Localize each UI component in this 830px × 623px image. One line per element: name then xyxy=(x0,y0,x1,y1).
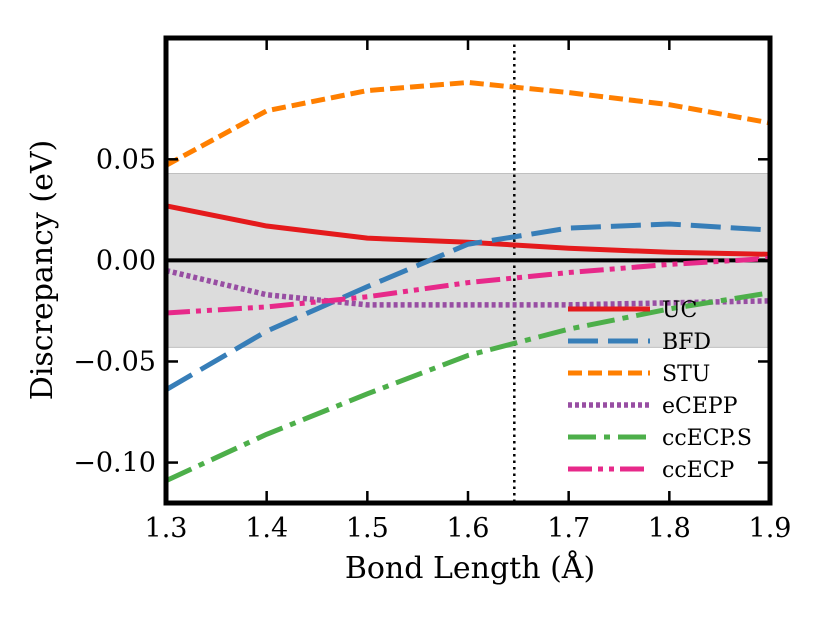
legend-label-ccecp: ccECP xyxy=(662,458,735,483)
plot-frame xyxy=(163,35,773,506)
legend-label-ecepp: eCEPP xyxy=(662,394,738,419)
series-line-ecepp xyxy=(166,267,770,308)
series-line-bfd xyxy=(166,221,770,392)
y-tick-label: −0.10 xyxy=(73,448,156,479)
series-line-stu xyxy=(166,79,770,168)
plot-area xyxy=(166,38,770,503)
x-tick-label: 1.9 xyxy=(749,513,792,544)
legend-label-bfd: BFD xyxy=(662,330,711,355)
x-axis-label: Bond Length (Å) xyxy=(345,550,595,586)
x-tick-label: 1.6 xyxy=(447,513,490,544)
axes: 1.3 1.4 1.5 1.6 1.7 1.8 1.9 0.05 0.00 −0.05 −0.10 xyxy=(73,35,792,544)
y-tick-label: 0.00 xyxy=(96,245,156,276)
x-tick-label: 1.5 xyxy=(346,513,389,544)
y-axis-label: Discrepancy (eV) xyxy=(25,140,60,400)
x-tick-label: 1.7 xyxy=(547,513,590,544)
x-tick-label: 1.3 xyxy=(145,513,188,544)
legend-label-uc: UC xyxy=(662,298,697,323)
legend-label-stu: STU xyxy=(662,362,710,387)
series-line-ccecp-s xyxy=(166,290,770,484)
legend: UC BFD STU eCEPP ccECP.S ccECP xyxy=(568,298,752,483)
y-tick-label: 0.05 xyxy=(96,144,156,175)
x-tick-label: 1.4 xyxy=(245,513,288,544)
legend-label-ccecp-s: ccECP.S xyxy=(662,426,752,451)
x-tick-label: 1.8 xyxy=(648,513,691,544)
series-line-ccecp xyxy=(166,255,770,316)
y-tick-label: −0.05 xyxy=(73,346,156,377)
